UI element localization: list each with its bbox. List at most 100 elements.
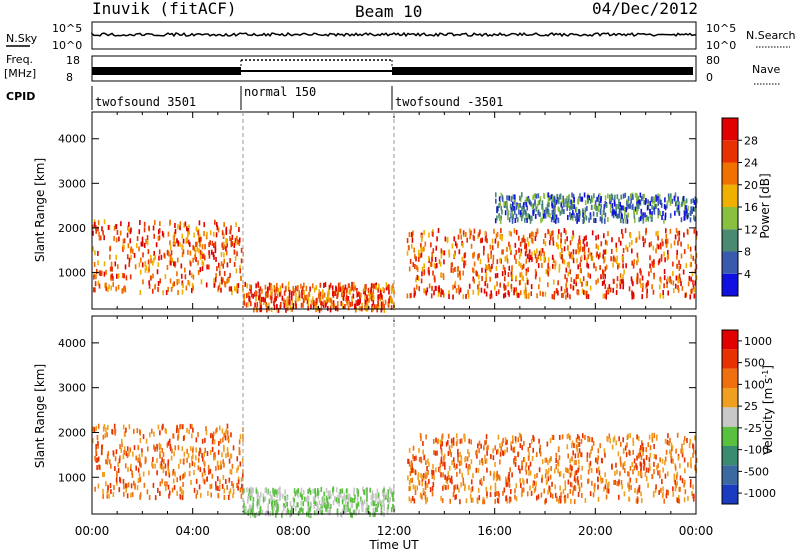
- scatter-cell: [543, 251, 545, 257]
- scatter-cell: [105, 286, 108, 292]
- scatter-cell: [432, 463, 434, 469]
- scatter-cell: [354, 285, 357, 291]
- scatter-cell: [269, 294, 272, 300]
- scatter-cell: [532, 195, 534, 201]
- scatter-cell: [693, 206, 696, 212]
- scatter-cell: [371, 490, 374, 496]
- scatter-cell: [538, 438, 540, 444]
- scatter-cell: [580, 474, 582, 480]
- scatter-cell: [569, 283, 572, 289]
- scatter-cell: [580, 452, 583, 458]
- scatter-cell: [623, 468, 626, 474]
- scatter-cell: [191, 424, 193, 430]
- scatter-cell: [682, 195, 685, 201]
- scatter-cell: [578, 216, 580, 222]
- scatter-cell: [653, 469, 655, 475]
- scatter-cell: [221, 428, 224, 434]
- scatter-cell: [571, 456, 573, 462]
- scatter-cell: [289, 512, 291, 518]
- scatter-cell: [615, 208, 618, 214]
- scatter-cell: [199, 467, 202, 473]
- scatter-cell: [240, 275, 242, 281]
- scatter-cell: [603, 279, 606, 285]
- scatter-cell: [591, 445, 593, 451]
- scatter-cell: [535, 481, 537, 487]
- scatter-cell: [188, 429, 190, 435]
- scatter-cell: [541, 248, 544, 254]
- scatter-cell: [653, 262, 655, 268]
- scatter-cell: [371, 304, 374, 310]
- scatter-cell: [615, 203, 617, 209]
- scatter-cell: [446, 439, 449, 445]
- scatter-cell: [690, 261, 693, 267]
- scatter-cell: [628, 242, 631, 248]
- scatter-cell: [559, 498, 562, 504]
- scatter-cell: [223, 444, 225, 450]
- scatter-cell: [624, 218, 627, 224]
- scatter-cell: [370, 283, 373, 289]
- scatter-cell: [586, 452, 589, 458]
- scatter-cell: [518, 209, 520, 215]
- scatter-cell: [276, 507, 279, 513]
- scatter-cell: [249, 508, 252, 514]
- scatter-cell: [665, 493, 668, 499]
- scatter-cell: [207, 490, 209, 496]
- scatter-cell: [536, 472, 538, 478]
- scatter-cell: [219, 479, 221, 485]
- scatter-cell: [623, 213, 626, 219]
- scatter-cell: [113, 236, 115, 242]
- scatter-cell: [227, 452, 229, 458]
- scatter-cell: [503, 276, 506, 282]
- scatter-cell: [584, 434, 586, 440]
- scatter-cell: [377, 502, 379, 508]
- scatter-cell: [289, 501, 292, 507]
- scatter-cell: [536, 293, 538, 299]
- scatter-cell: [582, 208, 584, 214]
- scatter-cell: [146, 446, 149, 452]
- scatter-cell: [421, 481, 424, 487]
- scatter-cell: [335, 286, 338, 292]
- scatter-cell: [121, 273, 124, 279]
- scatter-cell: [679, 263, 682, 269]
- scatter-cell: [603, 207, 605, 213]
- scatter-cell: [642, 458, 645, 464]
- scatter-cell: [617, 264, 619, 270]
- scatter-cell: [650, 267, 652, 273]
- scatter-cell: [232, 493, 234, 499]
- scatter-cell: [457, 452, 459, 458]
- scatter-cell: [591, 197, 594, 203]
- scatter-cell: [197, 457, 200, 463]
- scatter-cell: [471, 486, 474, 492]
- scatter-cell: [223, 432, 225, 438]
- scatter-cell: [651, 204, 653, 210]
- scatter-cell: [159, 491, 161, 497]
- scatter-cell: [581, 196, 584, 202]
- scatter-cell: [613, 435, 616, 441]
- scatter-cell: [455, 433, 458, 439]
- scatter-cell: [181, 244, 184, 250]
- scatter-cell: [421, 266, 424, 272]
- scatter-cell: [673, 240, 676, 246]
- scatter-cell: [167, 462, 169, 468]
- scatter-cell: [675, 448, 677, 454]
- scatter-cell: [464, 260, 467, 266]
- scatter-cell: [686, 437, 688, 443]
- scatter-cell: [519, 443, 522, 449]
- scatter-cell: [191, 461, 194, 467]
- scatter-cell: [549, 492, 552, 498]
- scatter-cell: [681, 478, 684, 484]
- scatter-cell: [167, 484, 170, 490]
- scatter-cell: [479, 238, 482, 244]
- scatter-cell: [525, 202, 528, 208]
- scatter-cell: [455, 494, 457, 500]
- scatter-cell: [494, 462, 496, 468]
- scatter-cell: [451, 443, 453, 449]
- scatter-cell: [618, 207, 621, 213]
- scatter-cell: [318, 307, 321, 313]
- scatter-cell: [643, 193, 645, 199]
- scatter-cell: [544, 499, 546, 505]
- scatter-cell: [670, 193, 672, 199]
- scatter-cell: [667, 433, 669, 439]
- scatter-cell: [441, 289, 443, 295]
- scatter-cell: [141, 452, 143, 458]
